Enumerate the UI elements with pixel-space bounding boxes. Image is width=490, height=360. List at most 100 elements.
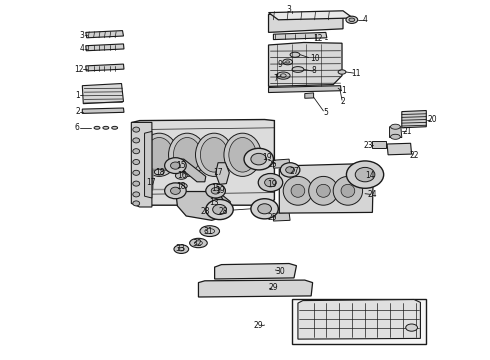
Text: 28: 28 (218, 207, 228, 216)
Text: 15: 15 (176, 161, 186, 170)
Text: 12: 12 (313, 34, 322, 43)
Polygon shape (132, 120, 274, 205)
Ellipse shape (103, 126, 109, 129)
Polygon shape (86, 31, 123, 38)
Polygon shape (86, 64, 124, 71)
Ellipse shape (175, 183, 187, 189)
Text: 24: 24 (368, 190, 377, 199)
Ellipse shape (206, 184, 225, 198)
Text: 25: 25 (268, 161, 277, 169)
Polygon shape (279, 164, 373, 213)
Text: 28: 28 (200, 207, 210, 216)
Text: 12: 12 (74, 65, 84, 74)
Text: 18: 18 (155, 167, 165, 176)
Text: 31: 31 (203, 227, 213, 236)
Polygon shape (269, 13, 343, 32)
Text: 7: 7 (273, 74, 278, 83)
Ellipse shape (338, 70, 346, 74)
Ellipse shape (283, 59, 293, 65)
Text: 1: 1 (342, 86, 346, 95)
Polygon shape (186, 194, 230, 211)
Ellipse shape (112, 126, 118, 129)
Ellipse shape (133, 127, 140, 132)
Polygon shape (273, 32, 327, 40)
Ellipse shape (391, 134, 400, 139)
Ellipse shape (146, 138, 173, 172)
Ellipse shape (391, 124, 400, 129)
Text: 17: 17 (146, 178, 156, 187)
Text: 19: 19 (216, 186, 225, 195)
Ellipse shape (292, 67, 304, 72)
Ellipse shape (133, 159, 140, 165)
Ellipse shape (276, 72, 290, 79)
Polygon shape (198, 280, 313, 297)
Ellipse shape (290, 52, 300, 57)
Polygon shape (269, 42, 342, 86)
Ellipse shape (173, 138, 201, 172)
Ellipse shape (211, 188, 220, 194)
Ellipse shape (280, 163, 300, 177)
Text: 33: 33 (175, 244, 185, 253)
Text: 11: 11 (351, 69, 361, 78)
Text: 15: 15 (211, 184, 220, 193)
Text: 29: 29 (269, 284, 278, 292)
Text: 16: 16 (177, 171, 187, 180)
Text: 29: 29 (254, 321, 264, 330)
Ellipse shape (355, 167, 375, 182)
Polygon shape (145, 131, 152, 198)
Text: 2: 2 (75, 107, 80, 116)
Ellipse shape (169, 133, 206, 176)
Ellipse shape (133, 149, 140, 154)
Polygon shape (176, 159, 206, 182)
Ellipse shape (283, 176, 313, 205)
Ellipse shape (406, 324, 417, 331)
Text: 4: 4 (363, 15, 368, 24)
Text: 13: 13 (209, 198, 219, 207)
Ellipse shape (224, 133, 261, 176)
Ellipse shape (200, 138, 228, 172)
Polygon shape (176, 192, 226, 220)
Ellipse shape (171, 187, 180, 194)
Text: 20: 20 (427, 115, 437, 124)
Text: 10: 10 (310, 54, 319, 63)
Text: 1: 1 (75, 91, 80, 100)
Ellipse shape (333, 176, 363, 205)
Polygon shape (269, 11, 353, 20)
Ellipse shape (341, 184, 355, 197)
Polygon shape (387, 143, 412, 155)
Ellipse shape (213, 204, 226, 215)
Polygon shape (298, 300, 420, 339)
Text: 21: 21 (403, 127, 413, 136)
Ellipse shape (171, 162, 180, 169)
Polygon shape (273, 212, 290, 221)
Text: 32: 32 (193, 238, 202, 248)
Polygon shape (131, 122, 152, 207)
Ellipse shape (309, 176, 338, 205)
Text: 22: 22 (409, 151, 419, 160)
Polygon shape (82, 84, 123, 104)
Ellipse shape (346, 161, 384, 188)
Ellipse shape (94, 126, 100, 129)
Text: 19: 19 (267, 180, 277, 189)
Ellipse shape (133, 181, 140, 186)
Ellipse shape (200, 226, 220, 237)
Ellipse shape (190, 238, 207, 248)
Polygon shape (305, 93, 314, 98)
Text: 19: 19 (262, 153, 272, 162)
Text: 25: 25 (268, 213, 277, 222)
Ellipse shape (206, 199, 233, 220)
Ellipse shape (317, 184, 330, 197)
Ellipse shape (175, 172, 187, 179)
Text: 4: 4 (80, 44, 85, 53)
Ellipse shape (174, 245, 189, 253)
Polygon shape (372, 141, 386, 148)
Ellipse shape (251, 199, 278, 219)
Polygon shape (86, 44, 124, 51)
Ellipse shape (154, 169, 164, 175)
Text: 8: 8 (311, 66, 316, 75)
Polygon shape (215, 264, 296, 279)
Ellipse shape (258, 174, 283, 192)
Text: 14: 14 (365, 171, 375, 180)
Polygon shape (216, 163, 229, 184)
Text: 18: 18 (176, 181, 186, 191)
